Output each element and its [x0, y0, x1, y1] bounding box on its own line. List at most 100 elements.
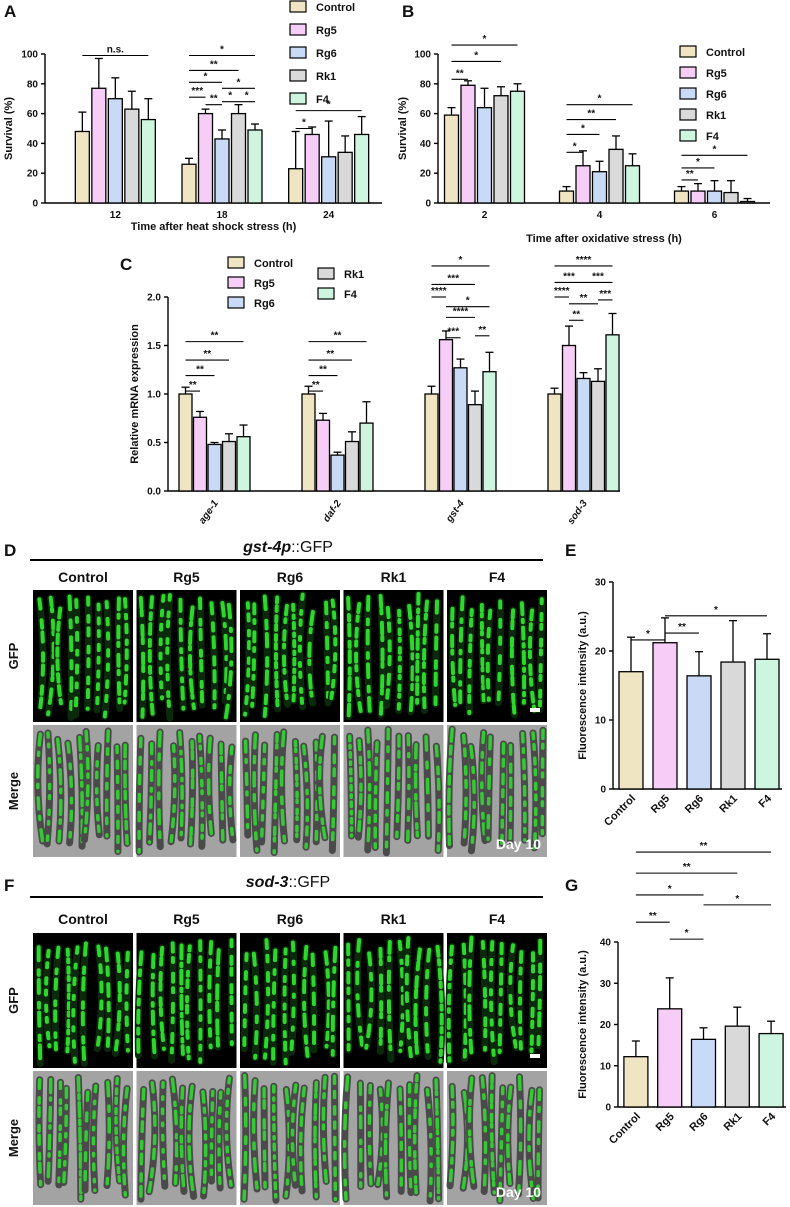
x-tick-label: daf-2 [321, 498, 344, 524]
worm-fluorescence [271, 1084, 278, 1203]
significance-label: **** [576, 255, 592, 266]
bar [724, 1025, 750, 1108]
significance-label: ** [456, 68, 464, 79]
micrograph [447, 590, 547, 722]
significance-label: ** [196, 365, 204, 376]
worm-fluorescence [104, 729, 110, 838]
day-label: Day 10 [496, 836, 541, 852]
bar [214, 138, 230, 204]
error-bar [251, 123, 259, 130]
worm-fluorescence [224, 1076, 233, 1188]
significance-label: *** [592, 271, 604, 282]
error-bar [144, 98, 153, 120]
bar [247, 129, 263, 204]
worm-fluorescence [177, 730, 184, 840]
worm-fluorescence [321, 1075, 329, 1184]
worm-fluorescence [365, 728, 372, 852]
legend-swatch [679, 108, 697, 121]
worm-fluorescence [139, 1087, 146, 1201]
bar [758, 1032, 784, 1108]
y-tick-label: 60 [27, 109, 39, 120]
bar [453, 367, 468, 492]
significance-label: *** [447, 327, 459, 338]
significance-label: * [220, 44, 224, 55]
significance-label: * [327, 100, 331, 111]
worm-fluorescence [313, 1080, 319, 1199]
y-axis-label: Fluorescence intensity (a.u.) [577, 611, 589, 760]
y-tick-label: 100 [414, 50, 431, 61]
error-bar [333, 451, 342, 456]
y-tick-label: 30 [600, 979, 612, 990]
significance-label: * [459, 255, 463, 266]
y-tick-label: 0 [32, 199, 38, 210]
y-tick-label: 0.0 [147, 487, 161, 498]
worm-fluorescence [383, 1081, 391, 1199]
error-bar [628, 153, 637, 166]
y-tick-label: 10 [595, 716, 607, 727]
bar [124, 108, 140, 204]
worm-fluorescence [450, 606, 458, 707]
y-tick-label: 100 [21, 50, 38, 61]
significance-label: *** [563, 271, 575, 282]
worm-fluorescence [508, 743, 513, 845]
error-bar [665, 977, 674, 1009]
legend-label: Rg6 [254, 298, 275, 310]
worm-fluorescence [446, 944, 454, 1064]
error-bar [196, 410, 204, 418]
micrograph [134, 933, 237, 1068]
worm-fluorescence [424, 735, 431, 839]
worm-fluorescence [386, 939, 394, 1062]
row-label: GFP [6, 642, 21, 669]
worm-fluorescence [323, 950, 331, 1049]
worm [155, 728, 164, 851]
worm [423, 1086, 435, 1205]
error-bar [291, 130, 300, 169]
bar [181, 163, 197, 204]
y-tick-label: 40 [600, 938, 612, 949]
y-tick-label: 30 [595, 578, 607, 589]
column-label: F4 [489, 911, 506, 927]
worm [460, 941, 470, 1062]
worm-fluorescence [170, 1077, 179, 1186]
x-tick-label: Control [602, 793, 638, 829]
bar [192, 416, 208, 492]
bar [509, 90, 526, 204]
scale-bar [530, 1054, 540, 1058]
worm-fluorescence [407, 603, 415, 714]
worm [494, 597, 504, 707]
legend-swatch [679, 45, 697, 58]
worm-fluorescence [519, 601, 527, 705]
x-tick-label: 6 [712, 210, 718, 221]
significance-label: * [646, 629, 650, 640]
worm [103, 1078, 113, 1190]
worm [534, 937, 544, 1050]
significance-label: ** [312, 380, 320, 391]
worm [300, 742, 311, 851]
worm-fluorescence [435, 944, 444, 1064]
bar [575, 165, 591, 204]
worm-fluorescence [67, 594, 74, 720]
x-axis-label: Time after heat shock stress (h) [131, 221, 297, 233]
worm [66, 593, 76, 721]
worm-fluorescence [73, 598, 80, 717]
column-label: Rg5 [173, 569, 200, 585]
micrograph [341, 1071, 444, 1205]
bar [178, 393, 193, 492]
error-bar [763, 633, 771, 660]
worm-fluorescence [342, 1075, 350, 1201]
worm-fluorescence [479, 603, 486, 703]
worm-fluorescence [46, 595, 56, 717]
error-bar [185, 157, 193, 165]
error-bar [111, 77, 120, 99]
worm-fluorescence [282, 947, 288, 1066]
worm-fluorescence [243, 739, 250, 837]
significance-label: * [696, 157, 700, 168]
worm-fluorescence [262, 594, 270, 718]
worm-fluorescence [165, 593, 172, 720]
worm-fluorescence [94, 743, 102, 837]
significance-label: n.s. [107, 44, 124, 55]
error-bar [471, 390, 479, 405]
worm-fluorescence [187, 1084, 196, 1199]
worm-fluorescence [378, 946, 384, 1054]
error-bar [480, 87, 489, 108]
